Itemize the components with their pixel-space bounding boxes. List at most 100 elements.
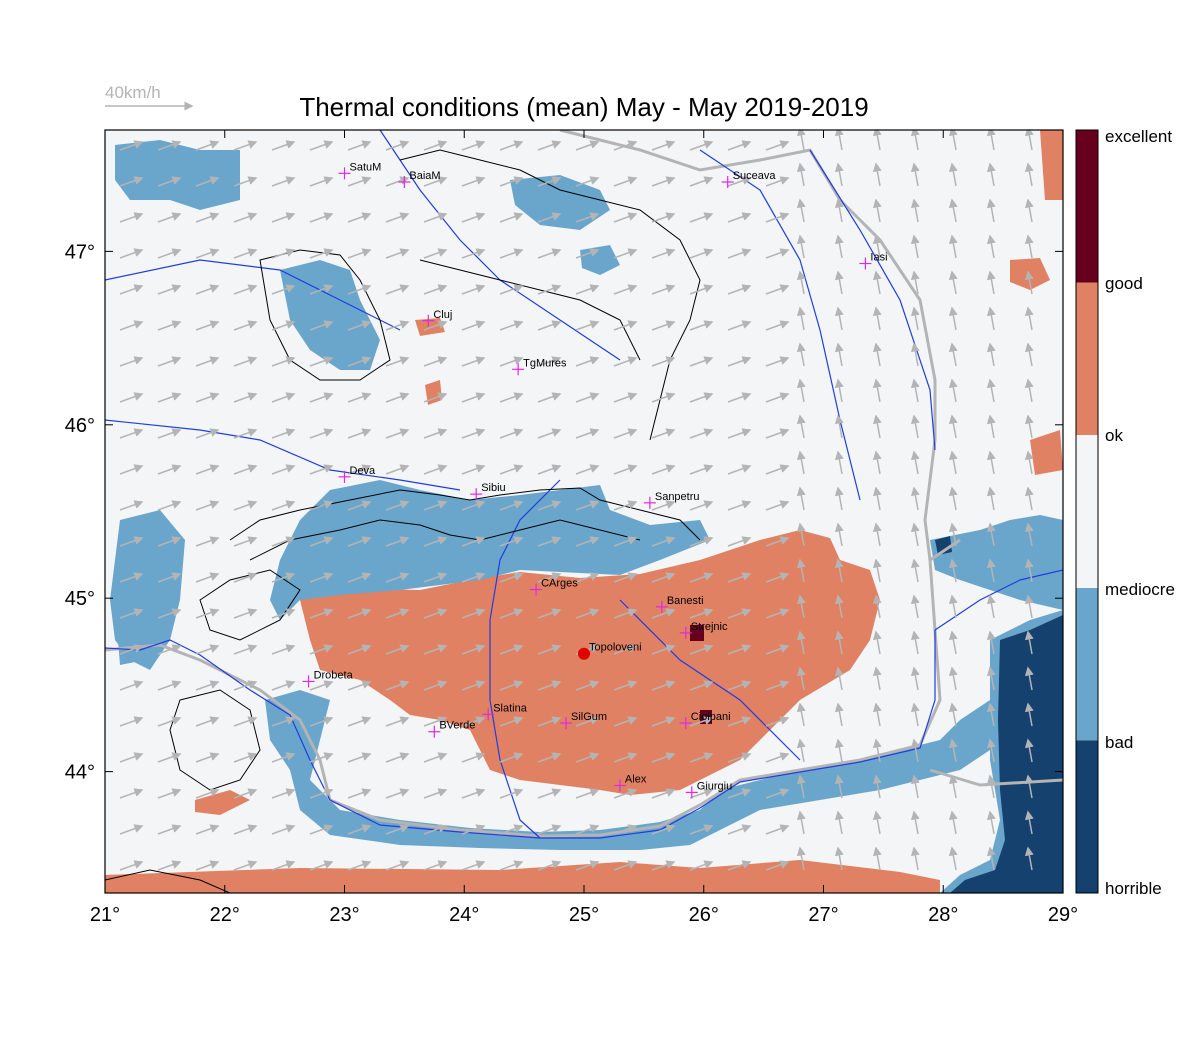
good-region-northeast [1040, 130, 1063, 200]
wind-arrow [537, 248, 562, 259]
wind-arrow [651, 536, 676, 547]
wind-arrow [796, 630, 806, 655]
wind-arrow [195, 284, 220, 295]
wind-arrow [309, 464, 334, 475]
wind-arrow [461, 752, 486, 763]
wind-arrow [385, 788, 410, 799]
wind-arrow [347, 248, 372, 259]
wind-arrow [872, 378, 882, 403]
wind-arrow [613, 680, 638, 691]
wind-arrow [233, 140, 258, 151]
wind-arrow [948, 846, 958, 871]
wind-arrow [910, 234, 920, 259]
wind-arrow [461, 500, 486, 511]
wind-arrow [689, 320, 714, 331]
wind-arrow [233, 644, 258, 655]
wind-arrow [910, 414, 920, 439]
wind-arrow [271, 536, 296, 547]
wind-arrow [195, 500, 220, 511]
wind-arrow [689, 680, 714, 691]
wind-arrow [423, 464, 448, 475]
wind-arrow [689, 248, 714, 259]
wind-arrow [834, 414, 844, 439]
wind-arrow [651, 320, 676, 331]
wind-arrow [765, 680, 790, 691]
wind-arrow [575, 824, 600, 835]
wind-arrow [872, 342, 882, 367]
wind-arrow [309, 428, 334, 439]
colorbar-label-bad: bad [1105, 733, 1133, 752]
wind-arrow [423, 788, 448, 799]
wind-arrow [1024, 342, 1034, 367]
wind-arrow [948, 666, 958, 691]
wind-arrow [499, 392, 524, 403]
wind-arrow [461, 824, 486, 835]
wind-arrow [195, 572, 220, 583]
wind-arrow [271, 320, 296, 331]
wind-arrow [271, 392, 296, 403]
wind-arrow [347, 356, 372, 367]
wind-arrow [613, 356, 638, 367]
wind-arrow [796, 666, 806, 691]
wind-arrow [796, 414, 806, 439]
bad-region-east-small [935, 536, 952, 555]
wind-arrow [796, 306, 806, 331]
wind-arrow [157, 428, 182, 439]
wind-arrow [499, 536, 524, 547]
wind-arrow [765, 464, 790, 475]
wind-arrow [651, 212, 676, 223]
wind-arrow [309, 824, 334, 835]
city-label: Sibiu [481, 482, 505, 494]
wind-arrow [765, 212, 790, 223]
city-label: BaiaM [409, 170, 440, 182]
wind-arrow [613, 716, 638, 727]
wind-arrow [271, 284, 296, 295]
wind-arrow [689, 176, 714, 187]
wind-arrow [385, 536, 410, 547]
wind-arrow [613, 140, 638, 151]
wind-arrow [986, 594, 996, 619]
wind-arrow [575, 572, 600, 583]
wind-arrow [651, 392, 676, 403]
wind-arrow [910, 486, 920, 511]
wind-arrow [157, 716, 182, 727]
wind-arrow [986, 738, 996, 763]
wind-arrow [499, 428, 524, 439]
wind-arrow [796, 522, 806, 547]
wind-arrow [195, 320, 220, 331]
wind-arrow [872, 774, 882, 799]
wind-arrow [575, 536, 600, 547]
wind-arrow [1024, 666, 1034, 691]
wind-arrow [651, 608, 676, 619]
wind-arrow [948, 378, 958, 403]
wind-arrow [1024, 846, 1034, 871]
wind-arrow [233, 536, 258, 547]
wind-arrow [986, 130, 996, 151]
wind-arrow [986, 414, 996, 439]
wind-arrow [1024, 130, 1034, 151]
wind-arrow [765, 752, 790, 763]
wind-arrow [537, 140, 562, 151]
wind-arrow [309, 356, 334, 367]
wind-arrow [765, 824, 790, 835]
wind-arrow [872, 666, 882, 691]
wind-arrow [537, 356, 562, 367]
wind-arrow [423, 644, 448, 655]
wind-arrow [461, 860, 486, 871]
wind-arrow [537, 284, 562, 295]
wind-arrow [872, 846, 882, 871]
wind-arrow [834, 594, 844, 619]
wind-arrow [537, 644, 562, 655]
lon-tick-label: 27° [808, 904, 838, 926]
wind-arrow [233, 752, 258, 763]
wind-arrow [195, 356, 220, 367]
wind-arrow [796, 450, 806, 475]
wind-arrow [834, 270, 844, 295]
wind-arrow [575, 608, 600, 619]
wind-arrow [233, 212, 258, 223]
wind-arrow [948, 342, 958, 367]
wind-arrow [575, 176, 600, 187]
wind-arrow [119, 608, 144, 619]
wind-arrow [423, 320, 448, 331]
wind-arrow [834, 738, 844, 763]
